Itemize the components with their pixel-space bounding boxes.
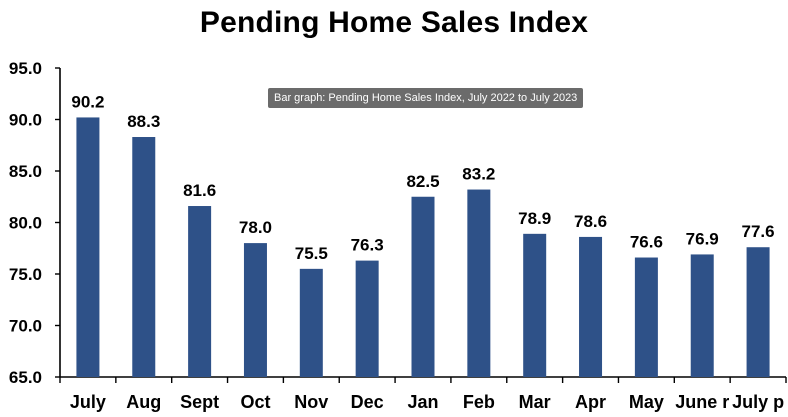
- bar-may: [634, 257, 658, 377]
- x-tick-label: Oct: [240, 392, 270, 412]
- data-label: 78.0: [239, 218, 272, 237]
- x-tick-label: June r: [675, 392, 729, 412]
- bar-june-r: [690, 254, 714, 377]
- y-tick-label: 65.0: [9, 368, 42, 387]
- x-tick-label: Aug: [126, 392, 161, 412]
- x-tick-label: Sept: [180, 392, 219, 412]
- bar-july: [76, 117, 100, 377]
- data-label: 76.9: [686, 229, 719, 248]
- y-tick-label: 90.0: [9, 111, 42, 130]
- data-label: 76.6: [630, 233, 663, 252]
- data-label: 82.5: [406, 172, 439, 191]
- bar-july-p: [746, 247, 770, 377]
- bar-dec: [355, 260, 379, 377]
- data-label: 78.9: [518, 209, 551, 228]
- bar-mar: [523, 233, 547, 377]
- bar-aug: [132, 137, 156, 377]
- chart-title: Pending Home Sales Index: [199, 6, 589, 39]
- x-tick-label: July: [70, 392, 106, 412]
- bar-feb: [467, 189, 491, 377]
- x-tick-label: Nov: [294, 392, 328, 412]
- chart-tooltip: Bar graph: Pending Home Sales Index, Jul…: [268, 88, 584, 108]
- x-tick-label: Dec: [351, 392, 384, 412]
- data-label: 77.6: [742, 222, 775, 241]
- bar-oct: [243, 243, 267, 377]
- x-tick-label: July p: [732, 392, 784, 412]
- data-label: 76.3: [351, 236, 384, 255]
- bar-jan: [411, 196, 435, 377]
- data-label: 88.3: [127, 112, 160, 131]
- data-label: 81.6: [183, 181, 216, 200]
- bar-sept: [188, 206, 212, 377]
- bar-apr: [579, 236, 603, 377]
- data-label: 75.5: [295, 244, 328, 263]
- x-tick-label: Jan: [407, 392, 438, 412]
- x-tick-label: Mar: [519, 392, 551, 412]
- y-tick-label: 80.0: [9, 214, 42, 233]
- y-tick-label: 85.0: [9, 162, 42, 181]
- x-tick-label: Feb: [463, 392, 495, 412]
- y-tick-label: 70.0: [9, 317, 42, 336]
- data-label: 90.2: [71, 92, 104, 111]
- y-tick-label: 95.0: [9, 59, 42, 78]
- y-tick-label: 75.0: [9, 265, 42, 284]
- data-label: 83.2: [462, 165, 495, 184]
- x-tick-label: Apr: [575, 392, 606, 412]
- x-tick-label: May: [629, 392, 664, 412]
- bar-nov: [299, 268, 323, 377]
- data-label: 78.6: [574, 212, 607, 231]
